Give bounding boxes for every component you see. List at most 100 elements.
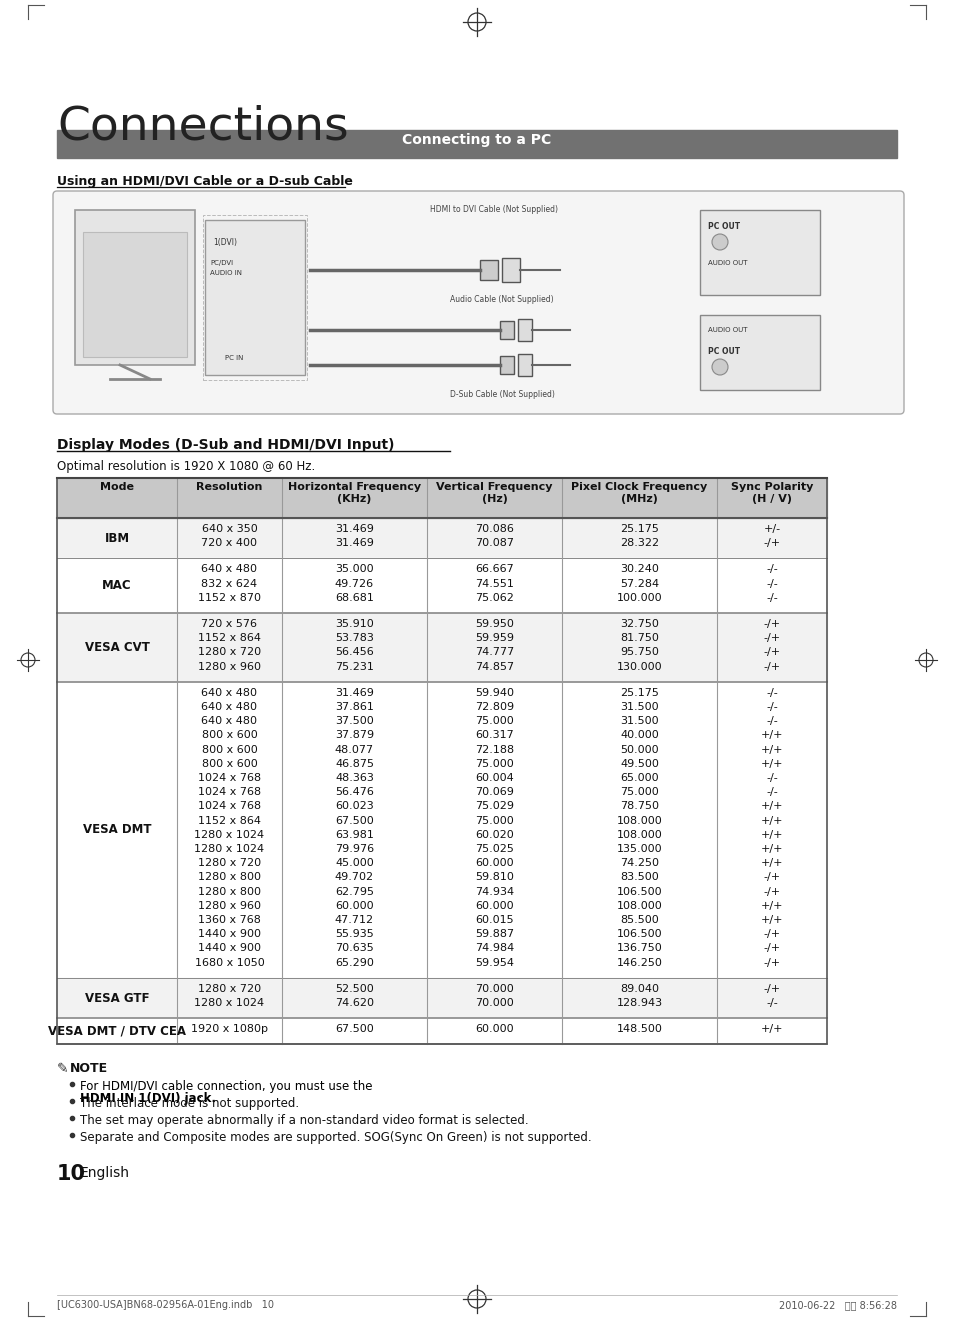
- Text: Audio Cable (Not Supplied): Audio Cable (Not Supplied): [450, 295, 553, 304]
- Text: -/+: -/+: [762, 929, 780, 939]
- Text: 60.020: 60.020: [475, 830, 514, 840]
- Bar: [57, 978, 826, 1018]
- Text: 1152 x 870: 1152 x 870: [198, 593, 261, 602]
- Text: 75.000: 75.000: [475, 758, 514, 769]
- Text: -/-: -/-: [765, 787, 777, 797]
- Text: 146.250: 146.250: [616, 958, 661, 967]
- Text: 31.500: 31.500: [619, 716, 659, 727]
- Text: 136.750: 136.750: [616, 943, 661, 954]
- Text: 59.887: 59.887: [475, 929, 514, 939]
- Text: 55.935: 55.935: [335, 929, 374, 939]
- Text: The set may operate abnormally if a non-standard video format is selected.: The set may operate abnormally if a non-…: [80, 1115, 528, 1127]
- Bar: [205, 221, 305, 375]
- Text: AUDIO IN: AUDIO IN: [210, 269, 242, 276]
- Text: 75.231: 75.231: [335, 662, 374, 671]
- Text: 78.750: 78.750: [619, 802, 659, 811]
- Text: 48.077: 48.077: [335, 745, 374, 754]
- Text: VESA DMT: VESA DMT: [83, 823, 152, 836]
- Text: 70.069: 70.069: [475, 787, 514, 797]
- Text: VESA CVT: VESA CVT: [85, 641, 150, 654]
- Text: 74.984: 74.984: [475, 943, 514, 954]
- Text: 67.500: 67.500: [335, 815, 374, 826]
- Text: VESA GTF: VESA GTF: [85, 992, 149, 1004]
- Text: -/+: -/+: [762, 633, 780, 643]
- Bar: [203, 215, 307, 380]
- Text: 37.861: 37.861: [335, 701, 374, 712]
- Circle shape: [711, 234, 727, 250]
- Text: 59.950: 59.950: [475, 620, 514, 629]
- Text: 63.981: 63.981: [335, 830, 374, 840]
- Text: 49.500: 49.500: [619, 758, 659, 769]
- Text: 640 x 350: 640 x 350: [201, 524, 257, 534]
- Text: 800 x 600: 800 x 600: [201, 731, 257, 740]
- Text: +/+: +/+: [760, 830, 782, 840]
- Text: -/-: -/-: [765, 997, 777, 1008]
- Text: 1(DVI): 1(DVI): [213, 238, 236, 247]
- Text: -/-: -/-: [765, 579, 777, 589]
- Text: Horizontal Frequency
(KHz): Horizontal Frequency (KHz): [288, 482, 420, 503]
- Text: 1152 x 864: 1152 x 864: [198, 815, 261, 826]
- Text: 70.000: 70.000: [475, 997, 514, 1008]
- Text: 31.469: 31.469: [335, 538, 374, 548]
- Text: 25.175: 25.175: [619, 524, 659, 534]
- Bar: [83, 232, 187, 357]
- Bar: [57, 559, 826, 613]
- Text: +/+: +/+: [760, 1024, 782, 1034]
- Text: [UC6300-USA]BN68-02956A-01Eng.indb   10: [UC6300-USA]BN68-02956A-01Eng.indb 10: [57, 1300, 274, 1310]
- Text: 59.940: 59.940: [475, 688, 514, 697]
- Text: 106.500: 106.500: [616, 886, 661, 897]
- Text: 1024 x 768: 1024 x 768: [197, 773, 261, 783]
- Text: Separate and Composite modes are supported. SOG(Sync On Green) is not supported.: Separate and Composite modes are support…: [80, 1131, 591, 1144]
- Text: 74.250: 74.250: [619, 859, 659, 868]
- Text: 1920 x 1080p: 1920 x 1080p: [191, 1024, 268, 1034]
- Text: 60.015: 60.015: [475, 915, 514, 925]
- Circle shape: [711, 359, 727, 375]
- Text: HDMI IN 1(DVI) jack.: HDMI IN 1(DVI) jack.: [80, 1092, 215, 1106]
- Text: 81.750: 81.750: [619, 633, 659, 643]
- Text: 1440 x 900: 1440 x 900: [198, 943, 261, 954]
- Text: -/+: -/+: [762, 984, 780, 993]
- Text: 75.025: 75.025: [475, 844, 514, 853]
- Bar: [57, 518, 826, 559]
- Text: +/+: +/+: [760, 731, 782, 740]
- Text: 128.943: 128.943: [616, 997, 662, 1008]
- Text: PC IN: PC IN: [225, 355, 243, 361]
- Text: 720 x 576: 720 x 576: [201, 620, 257, 629]
- Text: +/+: +/+: [760, 758, 782, 769]
- Text: 1024 x 768: 1024 x 768: [197, 802, 261, 811]
- Bar: [501, 258, 519, 281]
- Text: 75.062: 75.062: [475, 593, 514, 602]
- Text: 31.469: 31.469: [335, 688, 374, 697]
- Text: 1280 x 800: 1280 x 800: [198, 872, 261, 882]
- Text: 100.000: 100.000: [616, 593, 661, 602]
- Text: -/+: -/+: [762, 662, 780, 671]
- Text: +/+: +/+: [760, 745, 782, 754]
- Text: 66.667: 66.667: [475, 564, 514, 575]
- Text: 70.086: 70.086: [475, 524, 514, 534]
- Text: 57.284: 57.284: [619, 579, 659, 589]
- Text: 1280 x 720: 1280 x 720: [197, 647, 261, 658]
- Text: 52.500: 52.500: [335, 984, 374, 993]
- Text: -/-: -/-: [765, 564, 777, 575]
- Text: 1360 x 768: 1360 x 768: [198, 915, 261, 925]
- Text: 49.702: 49.702: [335, 872, 374, 882]
- Text: 25.175: 25.175: [619, 688, 659, 697]
- Text: 31.469: 31.469: [335, 524, 374, 534]
- Text: 74.620: 74.620: [335, 997, 374, 1008]
- Text: +/+: +/+: [760, 844, 782, 853]
- Text: 1280 x 1024: 1280 x 1024: [194, 997, 264, 1008]
- Text: 1280 x 1024: 1280 x 1024: [194, 844, 264, 853]
- Text: -/+: -/+: [762, 958, 780, 967]
- Text: +/+: +/+: [760, 859, 782, 868]
- Text: Connections: Connections: [57, 104, 348, 151]
- Text: 40.000: 40.000: [619, 731, 659, 740]
- Text: +/+: +/+: [760, 802, 782, 811]
- Text: 70.087: 70.087: [475, 538, 514, 548]
- Text: 60.000: 60.000: [475, 1024, 514, 1034]
- Text: PC/DVI: PC/DVI: [210, 260, 233, 266]
- Bar: [517, 318, 532, 341]
- Text: 31.500: 31.500: [619, 701, 659, 712]
- Text: +/-: +/-: [762, 524, 780, 534]
- Text: Pixel Clock Frequency
(MHz): Pixel Clock Frequency (MHz): [571, 482, 707, 503]
- Text: -/+: -/+: [762, 943, 780, 954]
